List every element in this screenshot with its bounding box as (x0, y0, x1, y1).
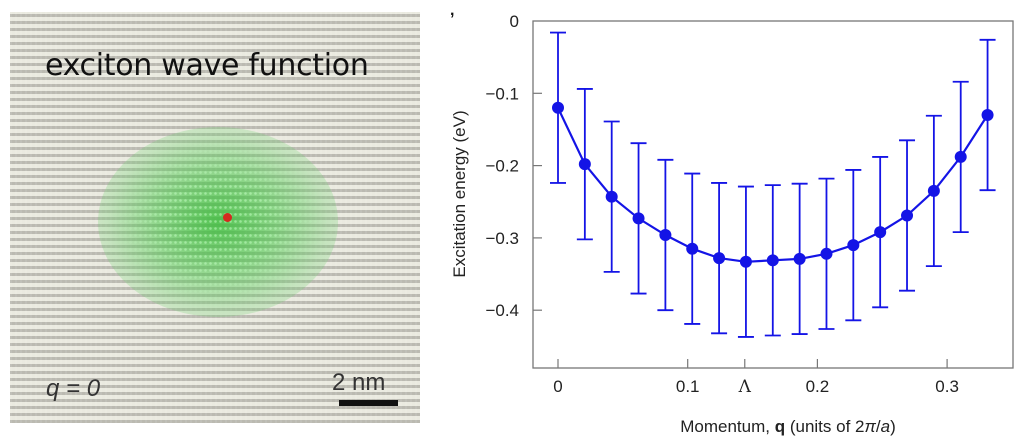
data-point (552, 101, 564, 114)
x-label-q: q (775, 417, 785, 436)
x-label-part: (units of 2 (785, 417, 864, 436)
data-point (659, 229, 672, 242)
data-point (739, 255, 752, 268)
x-tick-label: 0.2 (806, 377, 830, 396)
x-label-part: ) (890, 417, 896, 436)
x-label-pi: π (864, 417, 876, 436)
data-point (847, 239, 860, 252)
data-point (578, 158, 591, 171)
data-point (901, 209, 914, 222)
plot-frame (532, 20, 1014, 369)
x-tick-label: 0 (553, 377, 562, 396)
data-point (766, 254, 779, 267)
excitation-energy-chart: 0 0.1 Λ 0.2 0.3 0 −0.1 −0.2 −0.3 −0.4 Excitation … (450, 12, 1014, 436)
y-tick-label: −0.3 (485, 229, 519, 248)
scale-bar-label: 2 nm (332, 369, 386, 396)
x-label-a: a (881, 417, 890, 436)
x-tick-label: 0.1 (676, 377, 700, 396)
wave-function-lattice-dots (98, 127, 338, 317)
data-point (927, 184, 940, 197)
momentum-label: q = 0 (46, 375, 101, 402)
data-points (552, 101, 994, 268)
panel-letter-fragment: , (450, 2, 455, 19)
y-tick-label: −0.4 (485, 301, 519, 320)
data-point (713, 252, 726, 265)
error-bars (550, 31, 996, 338)
panel-title: exciton wave function (45, 48, 369, 83)
axis-ticks: 0 0.1 Λ 0.2 0.3 0 −0.1 −0.2 −0.3 −0.4 (485, 12, 958, 397)
y-tick-label: −0.2 (485, 157, 519, 176)
x-axis-label: Momentum, q (units of 2π/a) (680, 417, 896, 436)
exciton-wavefunction-panel: exciton wave function q = 0 2 nm (10, 12, 420, 423)
x-label-part: / (876, 417, 881, 436)
axes-frame (532, 20, 1014, 369)
scale-bar (339, 400, 398, 406)
x-label-part: Momentum, (680, 417, 774, 436)
data-point (874, 226, 887, 239)
hole-position-marker (223, 213, 232, 222)
data-point (605, 190, 618, 203)
data-point (981, 108, 994, 121)
data-point (954, 150, 967, 163)
x-tick-label: 0.3 (935, 377, 959, 396)
y-tick-label: −0.1 (485, 84, 519, 103)
y-tick-label: 0 (510, 12, 519, 31)
y-axis-label: Excitation energy (eV) (450, 110, 469, 277)
data-point (793, 252, 806, 265)
data-point (686, 242, 699, 255)
data-point (820, 247, 833, 260)
x-tick-label: Λ (738, 377, 752, 397)
data-point (632, 212, 645, 225)
